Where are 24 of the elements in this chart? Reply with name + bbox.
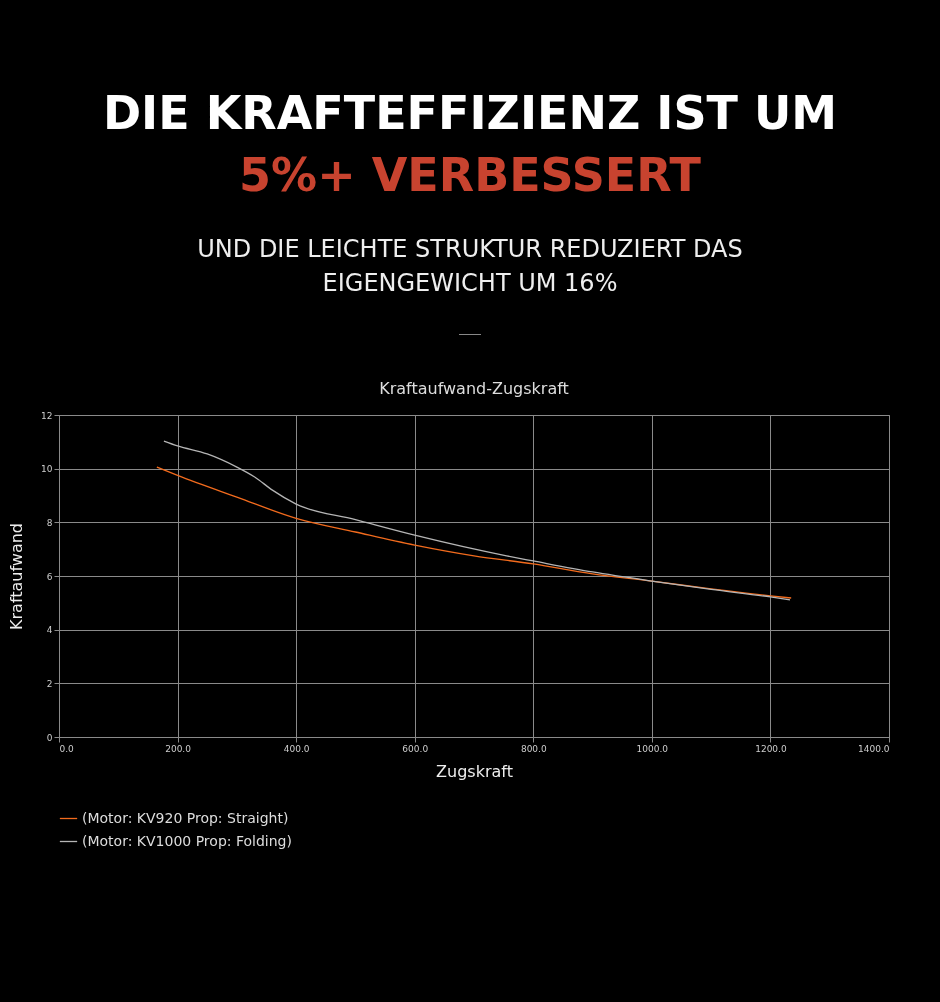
x-tick-label: 600.0 bbox=[402, 743, 429, 754]
line-series bbox=[163, 440, 791, 601]
x-tick-label: 1200.0 bbox=[755, 743, 787, 754]
x-tick-label: 800.0 bbox=[520, 743, 547, 754]
x-tick-label: 400.0 bbox=[283, 743, 310, 754]
legend-label: (Motor: KV1000 Prop: Folding) bbox=[82, 832, 292, 849]
x-axis-title: Zugskraft bbox=[436, 761, 513, 781]
chart-subtitle: UND DIE LEICHTE STRUKTUR REDUZIERT DAS EIGENGEWICHT UM 16% bbox=[196, 234, 744, 299]
y-tick-label: 10 bbox=[41, 464, 53, 475]
y-tick-label: 12 bbox=[41, 410, 53, 421]
y-tick-label: 4 bbox=[46, 625, 53, 636]
line-series bbox=[156, 466, 792, 599]
x-tick-label: 0.0 bbox=[59, 743, 75, 754]
y-tick-label: 8 bbox=[46, 517, 53, 528]
y-tick-label: 0 bbox=[46, 732, 53, 743]
y-tick-label: 2 bbox=[46, 678, 53, 689]
x-tick-label: 1000.0 bbox=[636, 743, 669, 754]
text: Kraftaufwand-Zugskraft bbox=[379, 379, 569, 398]
x-tick-label: 1400.0 bbox=[858, 743, 890, 754]
y-tick-label: 6 bbox=[46, 571, 53, 582]
legend-label: (Motor: KV920 Prop: Straight) bbox=[82, 809, 289, 826]
x-tick-label: 200.0 bbox=[165, 743, 192, 754]
chart-title: DIE KRAFTEFFIZIENZ IST UM 5%+ VERBESSERT bbox=[101, 85, 839, 204]
y-axis-title: Kraftaufwand bbox=[7, 523, 27, 630]
